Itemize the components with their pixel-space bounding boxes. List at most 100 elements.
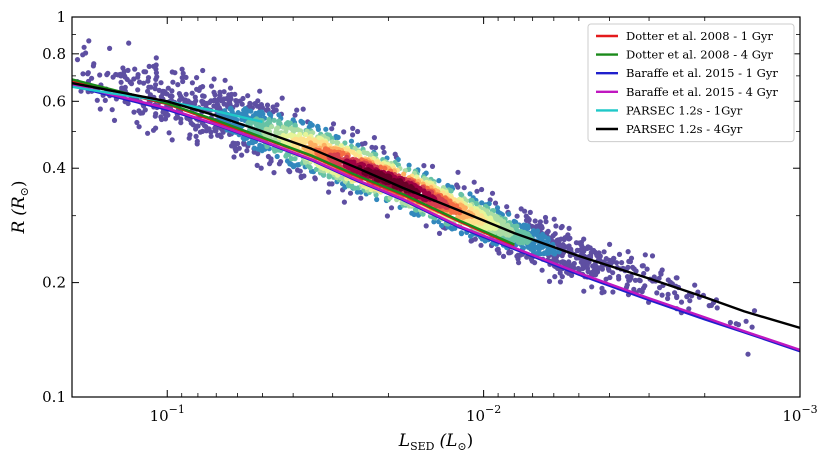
- scatter-point: [353, 152, 359, 158]
- scatter-point: [312, 175, 318, 181]
- scatter-point: [231, 154, 237, 160]
- scatter-point: [135, 87, 141, 93]
- legend: Dotter et al. 2008 - 1 Gyr Dotter et al. …: [587, 23, 795, 143]
- scatter-point: [610, 289, 616, 295]
- scatter-point: [278, 159, 284, 165]
- scatter-point: [687, 298, 693, 304]
- y-axis-label-main: R: [9, 221, 29, 235]
- scatter-point: [234, 98, 240, 104]
- scatter-point: [201, 93, 207, 99]
- scatter-point: [94, 97, 100, 103]
- scatter-point: [566, 225, 572, 231]
- scatter-point: [222, 77, 228, 83]
- scatter-point: [429, 163, 436, 169]
- scatter-point: [573, 240, 580, 246]
- scatter-point: [300, 106, 306, 112]
- scatter-point: [170, 79, 176, 85]
- y-axis-label-close: ): [9, 180, 29, 187]
- scatter-point: [369, 144, 375, 150]
- scatter-point: [542, 214, 549, 221]
- scatter-point: [607, 241, 613, 247]
- scatter-point: [401, 171, 407, 177]
- scatter-point: [657, 285, 663, 291]
- scatter-point: [208, 133, 214, 139]
- scatter-point: [131, 109, 137, 115]
- scatter-point: [292, 112, 298, 118]
- scatter-point: [329, 126, 335, 132]
- scatter-point: [659, 292, 665, 298]
- scatter-point: [269, 124, 275, 130]
- scatter-point: [590, 263, 596, 269]
- scatter-point: [381, 149, 387, 155]
- scatter-point: [153, 82, 159, 88]
- scatter-point: [179, 66, 185, 72]
- scatter-point: [355, 128, 361, 135]
- scatter-point: [200, 67, 206, 74]
- y-tick-label: 0.6: [42, 92, 66, 110]
- scatter-point: [534, 232, 541, 238]
- series-line-5: [72, 81, 800, 330]
- scatter-point: [461, 185, 467, 191]
- scatter-point: [118, 79, 124, 85]
- scatter-point: [109, 107, 115, 113]
- scatter-point: [300, 120, 306, 126]
- scatter-point: [632, 277, 639, 283]
- scatter-point: [81, 44, 87, 50]
- scatter-point: [508, 249, 514, 255]
- scatter-point: [169, 137, 175, 143]
- scatter-point: [166, 130, 172, 136]
- scatter-point: [686, 306, 692, 312]
- scatter-point: [158, 114, 164, 120]
- scatter-point: [371, 135, 377, 141]
- scatter-point: [733, 321, 739, 327]
- model-lines-layer: [72, 78, 800, 353]
- scatter-point: [605, 266, 612, 272]
- scatter-point: [178, 120, 184, 126]
- scatter-point: [546, 278, 553, 284]
- scatter-point: [743, 318, 749, 324]
- scatter-point: [217, 132, 223, 138]
- scatter-point: [749, 324, 755, 330]
- scatter-point: [594, 252, 600, 259]
- scatter-point: [235, 140, 241, 147]
- scatter-point: [292, 156, 298, 162]
- scatter-point: [601, 249, 607, 255]
- scatter-point: [578, 259, 584, 265]
- scatter-point: [684, 294, 690, 300]
- scatter-point: [303, 131, 309, 138]
- scatter-point: [494, 205, 501, 211]
- y-tick-label: 0.8: [42, 45, 66, 63]
- scatter-point: [179, 75, 185, 81]
- scatter-point: [158, 80, 164, 86]
- scatter-point: [545, 247, 551, 253]
- scatter-point: [134, 119, 140, 126]
- scatter-point: [264, 102, 271, 108]
- scatter-point: [313, 166, 319, 172]
- scatter-point: [616, 251, 623, 257]
- scatter-point: [706, 303, 712, 309]
- scatter-point: [624, 282, 630, 288]
- scatter-point: [619, 260, 625, 266]
- scatter-point: [492, 200, 499, 206]
- scatter-point: [234, 102, 240, 108]
- x-axis-label-close: ): [467, 431, 474, 451]
- scatter-point: [571, 260, 577, 267]
- scatter-point: [142, 107, 148, 113]
- scatter-point: [183, 74, 189, 80]
- y-tick-label: 0.4: [42, 159, 66, 177]
- scatter-point: [625, 249, 631, 255]
- scatter-point: [607, 274, 613, 281]
- scatter-point: [355, 142, 361, 148]
- scatter-point: [380, 144, 386, 151]
- scatter-point: [341, 199, 347, 205]
- scatter-point: [536, 242, 543, 248]
- scatter-point: [199, 128, 206, 134]
- scatter-point: [271, 117, 277, 123]
- y-tick-label: 0.2: [42, 274, 66, 292]
- scatter-point: [642, 252, 648, 258]
- scatter-point: [78, 88, 84, 94]
- scatter-point: [329, 139, 335, 145]
- legend-label: Dotter et al. 2008 - 1 Gyr: [626, 29, 773, 43]
- x-axis-label-unit: (L: [439, 431, 457, 451]
